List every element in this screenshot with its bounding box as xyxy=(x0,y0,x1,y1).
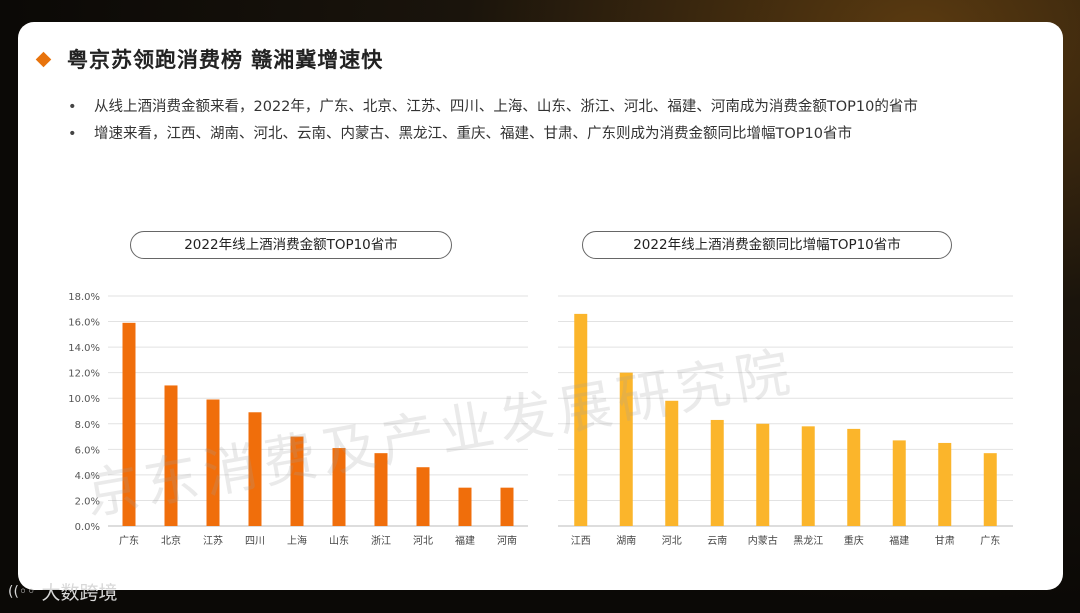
bar xyxy=(983,453,997,526)
x-tick-label: 河北 xyxy=(413,535,433,547)
bar xyxy=(847,428,861,526)
x-tick-label: 山东 xyxy=(329,534,349,547)
bar xyxy=(122,322,136,526)
logo-icon: ((◦◦ xyxy=(8,583,36,600)
bullet-item: 增速来看，江西、湖南、河北、云南、内蒙古、黑龙江、重庆、福建、甘肃、广东则成为消… xyxy=(68,121,1028,148)
x-tick-label: 甘肃 xyxy=(935,534,955,547)
bar xyxy=(290,436,304,526)
x-tick-label: 云南 xyxy=(707,534,727,547)
bar xyxy=(206,399,220,526)
x-tick-label: 河南 xyxy=(497,534,517,547)
x-tick-label: 江苏 xyxy=(203,534,223,547)
x-tick-label: 上海 xyxy=(287,534,307,547)
y-tick-label: 16.0% xyxy=(68,318,100,329)
y-tick-label: 14.0% xyxy=(68,343,100,354)
bar xyxy=(248,412,262,526)
y-tick-label: 10.0% xyxy=(68,394,100,405)
bar xyxy=(164,385,178,526)
x-tick-label: 湖南 xyxy=(616,534,636,547)
y-tick-label: 18.0% xyxy=(68,292,100,303)
slide-card: 粤京苏领跑消费榜 赣湘冀增速快 从线上酒消费金额来看，2022年，广东、北京、江… xyxy=(18,22,1063,590)
y-tick-label: 12.0% xyxy=(68,369,100,380)
bar xyxy=(801,426,815,526)
x-tick-label: 广东 xyxy=(980,534,1000,547)
bar xyxy=(374,453,388,526)
y-tick-label: 8.0% xyxy=(75,420,100,431)
x-tick-label: 北京 xyxy=(161,534,181,547)
x-tick-label: 内蒙古 xyxy=(748,534,778,547)
bar xyxy=(892,440,906,526)
chart1-title: 2022年线上酒消费金额TOP10省市 xyxy=(130,231,452,259)
x-tick-label: 四川 xyxy=(245,536,265,547)
logo-text: 大数跨境 xyxy=(41,582,118,604)
bar xyxy=(458,487,472,526)
y-tick-label: 6.0% xyxy=(75,445,100,456)
chart2-title: 2022年线上酒消费金额同比增幅TOP10省市 xyxy=(582,231,952,259)
x-tick-label: 江西 xyxy=(571,535,591,547)
bullet-item: 从线上酒消费金额来看，2022年，广东、北京、江苏、四川、上海、山东、浙江、河北… xyxy=(68,94,1028,121)
bar xyxy=(756,423,770,526)
y-tick-label: 4.0% xyxy=(75,471,100,482)
x-tick-label: 福建 xyxy=(889,534,909,547)
brand-logo: ((◦◦ 大数跨境 xyxy=(8,578,117,605)
y-tick-label: 0.0% xyxy=(75,522,100,533)
x-tick-label: 黑龙江 xyxy=(793,534,823,547)
slide-title: 粤京苏领跑消费榜 赣湘冀增速快 xyxy=(67,48,384,72)
bar xyxy=(500,487,514,526)
y-tick-label: 2.0% xyxy=(75,496,100,507)
bar xyxy=(619,372,633,526)
bullet-list: 从线上酒消费金额来看，2022年，广东、北京、江苏、四川、上海、山东、浙江、河北… xyxy=(68,94,1028,148)
bar xyxy=(416,467,430,526)
x-tick-label: 重庆 xyxy=(844,534,864,547)
bar xyxy=(938,442,952,526)
bar xyxy=(710,419,724,526)
x-tick-label: 河北 xyxy=(662,535,682,547)
x-tick-label: 广东 xyxy=(119,534,139,547)
bar xyxy=(665,400,679,526)
title-row: 粤京苏领跑消费榜 赣湘冀增速快 xyxy=(35,44,384,74)
bar xyxy=(574,313,588,526)
x-tick-label: 浙江 xyxy=(371,535,391,547)
bar xyxy=(332,448,346,526)
x-tick-label: 福建 xyxy=(455,534,475,547)
charts-canvas: 0.0% 2.0% 4.0% 6.0% 8.0% 10.0% 12.0% 14.0% 16.0%… xyxy=(68,292,1013,547)
